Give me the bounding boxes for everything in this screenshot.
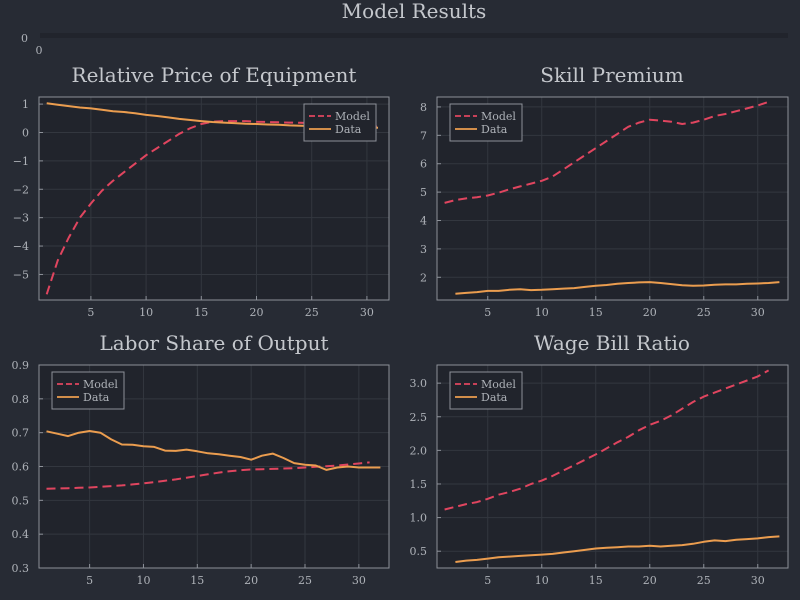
p2-series-model [46, 461, 370, 490]
p0-ytick-label: −1 [13, 155, 29, 168]
p0-xtick-label: 30 [360, 306, 374, 319]
p0-ytick-label: 0 [22, 126, 29, 139]
p3-ytick-label: 3.0 [410, 377, 428, 390]
p0-legend-box [303, 103, 377, 142]
p3-xtick-label: 30 [751, 574, 765, 587]
p2-ytick-label: 0.6 [12, 461, 30, 474]
p1-title: Skill Premium [540, 63, 683, 87]
p1-ytick-label: 4 [420, 215, 427, 228]
p3-title: Wage Bill Ratio [534, 331, 690, 355]
p3-ytick-label: 1.5 [410, 478, 428, 491]
p0-xtick-label: 5 [87, 306, 94, 319]
p0-xtick-label: 10 [139, 306, 153, 319]
p3-xtick-label: 10 [535, 574, 549, 587]
p0-xtick-label: 25 [305, 306, 319, 319]
p1-xtick-label: 5 [484, 306, 491, 319]
p3-xtick-label: 25 [697, 574, 711, 587]
p1-xtick-label: 25 [697, 306, 711, 319]
p0-legend-label: Model [335, 110, 370, 123]
p3-legend-label: Model [481, 378, 516, 391]
p2-xtick-label: 30 [352, 574, 366, 587]
p1-frame [436, 96, 789, 301]
p3-frame [436, 364, 789, 569]
p3-ytick-label: 0.5 [410, 545, 428, 558]
top-strip-plot [40, 33, 788, 38]
top-strip-ytick: 0 [21, 32, 28, 45]
p1-ytick-label: 5 [420, 186, 427, 199]
p0-ytick-label: 1 [22, 98, 29, 111]
p0-ytick-label: −4 [13, 240, 29, 253]
p2-ytick-label: 0.8 [12, 393, 30, 406]
p2-legend-label: Model [83, 378, 118, 391]
p1-legend-label: Model [481, 110, 516, 123]
p2-ytick-label: 0.9 [12, 359, 30, 372]
p1-ytick-label: 7 [420, 129, 427, 142]
p3-xtick-label: 15 [589, 574, 603, 587]
p2-legend-label: Data [83, 391, 110, 404]
p3-legend-label: Data [481, 391, 508, 404]
p0-xtick-label: 15 [194, 306, 208, 319]
p1-series-data [455, 281, 780, 295]
p2-xtick-label: 10 [136, 574, 150, 587]
p1-ytick-label: 8 [420, 101, 427, 114]
p0-title: Relative Price of Equipment [72, 63, 357, 87]
p2-ytick-label: 0.4 [12, 528, 30, 541]
p1-xtick-label: 20 [643, 306, 657, 319]
top-strip-xtick: 0 [36, 44, 43, 57]
p0-ytick-label: −2 [13, 183, 29, 196]
p1-ytick-label: 6 [420, 158, 427, 171]
figure-title: Model Results [342, 0, 487, 23]
p1-ytick-label: 2 [420, 271, 427, 284]
p3-series-data [455, 535, 780, 563]
p2-title: Labor Share of Output [99, 331, 328, 355]
p0-ytick-label: −5 [13, 268, 29, 281]
p0-ytick-label: −3 [13, 212, 29, 225]
p2-ytick-label: 0.3 [12, 562, 30, 575]
p1-xtick-label: 15 [589, 306, 603, 319]
p0-legend-label: Data [335, 123, 362, 136]
p0-frame [38, 96, 390, 301]
p1-legend-box [449, 103, 523, 142]
p0-series-model [45, 120, 379, 295]
p1-xtick-label: 30 [751, 306, 765, 319]
p2-xtick-label: 20 [244, 574, 258, 587]
p1-ytick-label: 3 [420, 243, 427, 256]
p3-xtick-label: 5 [484, 574, 491, 587]
p3-legend-box [449, 371, 523, 410]
p3-ytick-label: 2.5 [410, 411, 428, 424]
p2-legend-box [51, 371, 125, 410]
p1-series-model [444, 100, 769, 204]
panel-labor-share-of-output: Labor Share of Output 5 10 15 20 25 30 0.9 0.8 0.… [12, 331, 390, 587]
p0-xtick-label: 20 [250, 306, 264, 319]
p3-ytick-label: 1.0 [410, 512, 428, 525]
panel-wage-bill-ratio: Wage Bill Ratio 5 10 15 20 25 30 3.0 2.5 2.0 1.5 1.… [410, 331, 789, 587]
p3-xtick-label: 20 [643, 574, 657, 587]
p2-xtick-label: 15 [190, 574, 204, 587]
p3-series-model [444, 369, 770, 511]
p2-xtick-label: 5 [86, 574, 93, 587]
p2-series-data [46, 430, 381, 471]
p3-ytick-label: 2.0 [410, 444, 428, 457]
p2-ytick-label: 0.7 [12, 427, 30, 440]
p1-xtick-label: 10 [535, 306, 549, 319]
p1-legend-label: Data [481, 123, 508, 136]
p2-ytick-label: 0.5 [12, 494, 30, 507]
p2-xtick-label: 25 [298, 574, 312, 587]
